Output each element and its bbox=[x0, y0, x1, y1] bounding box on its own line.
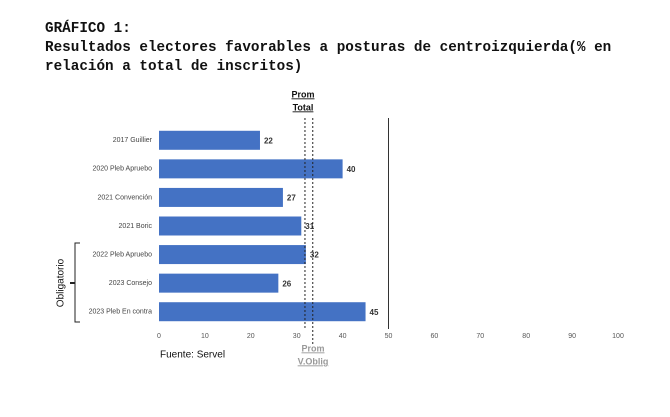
data-label: 45 bbox=[370, 308, 379, 317]
y-tick-label: 2021 Boric bbox=[119, 223, 153, 230]
group-bracket bbox=[74, 242, 80, 323]
y-tick-label: 2023 Consejo bbox=[109, 280, 152, 287]
x-tick-label: 100 bbox=[612, 333, 624, 340]
data-label: 26 bbox=[282, 279, 291, 288]
y-tick-label: 2017 Guillier bbox=[113, 137, 153, 144]
chart-subtitle: Resultados electores favorables a postur… bbox=[45, 40, 612, 56]
x-tick-label: 20 bbox=[247, 333, 255, 340]
data-label: 40 bbox=[347, 165, 356, 174]
chart-subtitle: relación a total de inscritos) bbox=[45, 59, 303, 75]
x-tick-label: 90 bbox=[568, 333, 576, 340]
data-label: 22 bbox=[264, 136, 273, 145]
x-tick-label: 50 bbox=[385, 333, 393, 340]
bar bbox=[159, 130, 260, 150]
group-label: Obligatorio bbox=[56, 258, 67, 307]
reference-label: Prom bbox=[301, 343, 324, 353]
x-tick-label: 70 bbox=[476, 333, 484, 340]
reference-label: Total bbox=[293, 102, 314, 112]
chart-title: GRÁFICO 1: bbox=[45, 21, 131, 37]
reference-label: V.Oblig bbox=[298, 356, 329, 366]
x-tick-label: 0 bbox=[157, 333, 161, 340]
y-tick-label: 2020 Pleb Apruebo bbox=[92, 166, 152, 173]
data-label: 32 bbox=[310, 251, 319, 260]
y-tick-label: 2021 Convención bbox=[98, 194, 153, 201]
source: Fuente: Servel bbox=[160, 350, 225, 361]
data-label: 27 bbox=[287, 194, 296, 203]
x-tick-label: 10 bbox=[201, 333, 209, 340]
y-tick-label: 2023 Pleb En contra bbox=[89, 309, 153, 316]
bar bbox=[159, 273, 279, 293]
reference-label: Prom bbox=[291, 89, 314, 99]
bar bbox=[159, 159, 343, 179]
bar bbox=[159, 187, 283, 207]
bar bbox=[159, 216, 302, 236]
x-tick-label: 60 bbox=[431, 333, 439, 340]
y-tick-label: 2022 Pleb Apruebo bbox=[92, 251, 152, 258]
x-tick-label: 30 bbox=[293, 333, 301, 340]
x-tick-label: 80 bbox=[522, 333, 530, 340]
bar bbox=[159, 245, 306, 265]
x-tick-label: 40 bbox=[339, 333, 347, 340]
data-label: 31 bbox=[305, 222, 314, 231]
bar bbox=[159, 302, 366, 322]
